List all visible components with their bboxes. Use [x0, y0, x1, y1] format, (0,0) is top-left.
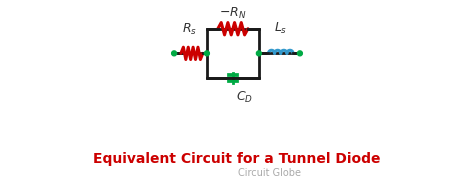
Text: $C_D$: $C_D$ [237, 90, 254, 105]
Circle shape [256, 51, 261, 56]
Text: $-R_N$: $-R_N$ [219, 5, 246, 21]
Circle shape [204, 51, 210, 56]
Text: Equivalent Circuit for a Tunnel Diode: Equivalent Circuit for a Tunnel Diode [93, 152, 381, 166]
Circle shape [297, 51, 302, 56]
Circle shape [172, 51, 177, 56]
Text: Circuit Globe: Circuit Globe [238, 168, 301, 178]
Text: $L_s$: $L_s$ [274, 21, 287, 36]
Text: $R_s$: $R_s$ [182, 22, 197, 37]
